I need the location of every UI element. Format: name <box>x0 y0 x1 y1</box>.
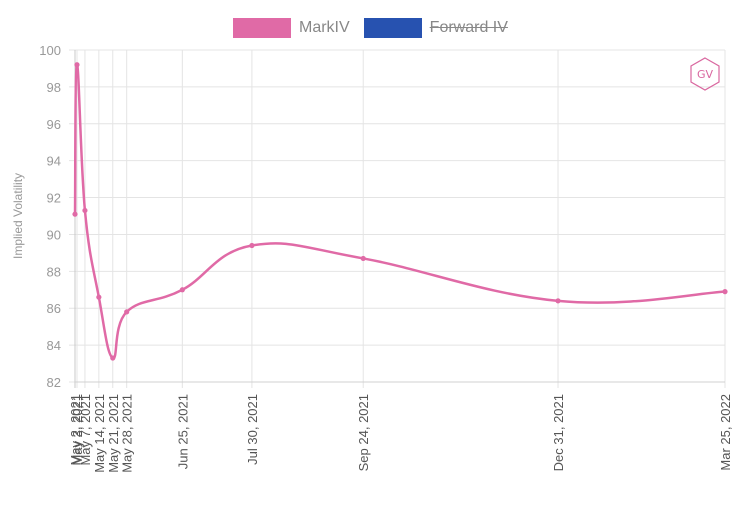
x-tick-label: Dec 31, 2021 <box>551 394 566 471</box>
x-tick-label: May 3, 2021 <box>70 394 85 466</box>
y-tick-label: 98 <box>47 80 61 95</box>
logo-text: GV <box>697 68 714 81</box>
x-tick-label: May 28, 2021 <box>120 394 135 473</box>
x-tick-label: Sep 24, 2021 <box>356 394 371 471</box>
series-lines <box>72 62 728 361</box>
legend-item-forward-iv[interactable]: Forward IV <box>363 18 508 38</box>
y-tick-label: 88 <box>47 264 61 279</box>
legend-swatch-forward-iv <box>363 18 422 38</box>
data-point[interactable] <box>82 207 88 214</box>
y-tick-label: 92 <box>47 191 61 206</box>
data-point[interactable] <box>74 62 80 68</box>
data-point[interactable] <box>72 211 78 217</box>
legend: MarkIV Forward IV <box>233 17 522 39</box>
legend-swatch-markiv <box>233 18 291 38</box>
gv-logo: GV <box>690 57 720 91</box>
data-point[interactable] <box>249 242 255 249</box>
x-tick-label: May 21, 2021 <box>106 394 121 473</box>
y-tick-label: 90 <box>47 227 61 242</box>
x-tick-label: Jul 30, 2021 <box>245 394 260 465</box>
grid-lines <box>69 49 726 388</box>
x-tick-label: Mar 25, 2022 <box>718 394 733 471</box>
y-tick-label: 96 <box>47 117 61 132</box>
legend-item-markiv[interactable]: MarkIV <box>233 18 350 38</box>
legend-label-markiv: MarkIV <box>299 19 350 36</box>
data-point[interactable] <box>722 289 728 295</box>
y-tick-label: 94 <box>47 154 61 169</box>
data-point[interactable] <box>179 287 185 293</box>
x-tick-label: May 14, 2021 <box>92 394 107 473</box>
x-tick-label: Jun 25, 2021 <box>175 394 190 469</box>
data-point[interactable] <box>555 298 561 304</box>
series-line-markiv <box>73 63 726 360</box>
y-axis-label: Implied Volatility <box>11 173 25 259</box>
y-tick-label: 86 <box>47 301 61 316</box>
y-tick-label: 82 <box>47 375 61 390</box>
data-point[interactable] <box>124 309 130 315</box>
data-point[interactable] <box>96 294 102 300</box>
x-tick-label: May 2, 2021 <box>68 394 83 466</box>
legend-label-forward-iv: Forward IV <box>429 19 508 36</box>
y-tick-label: 84 <box>47 338 61 353</box>
logo-hexagon-icon <box>690 57 720 91</box>
y-axis-ticks: 82 84 86 88 90 92 94 96 98 100 <box>39 43 61 390</box>
y-tick-label: 100 <box>39 43 61 58</box>
data-point[interactable] <box>360 255 366 262</box>
x-tick-label: May 7, 2021 <box>78 394 93 466</box>
data-point[interactable] <box>110 355 116 361</box>
